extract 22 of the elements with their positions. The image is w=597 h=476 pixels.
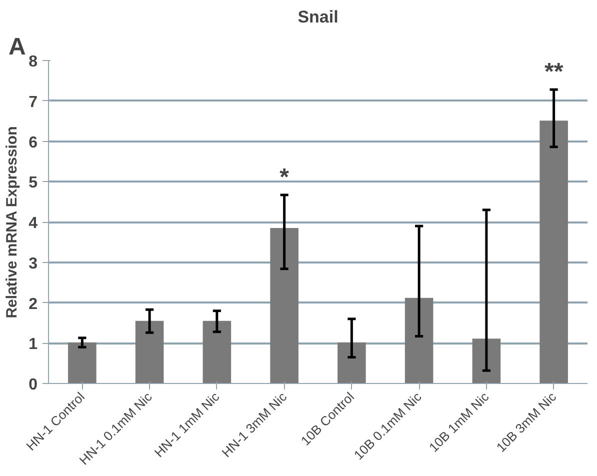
y-tick-label: 8 [28,54,38,70]
y-tick-label: 6 [28,134,38,152]
bar [404,298,434,384]
bar [202,320,232,384]
bar [540,120,568,384]
y-tick-label: 0 [28,376,38,394]
y-tick-label: 3 [28,255,38,272]
y-tick-label: 2 [28,296,38,313]
y-tick-label: 5 [28,174,38,192]
bar [270,228,298,384]
text: A [8,34,26,60]
annotation: * [280,164,290,191]
chart-title: Snail [298,8,338,26]
bar [338,342,366,384]
bar [135,320,164,384]
bar [68,342,96,384]
annotation: ** [544,58,564,86]
y-axis-title: Relative mRNA Expression [4,126,21,318]
y-tick-label: 4 [28,215,38,232]
y-tick-label: 7 [28,94,38,111]
bar [472,338,501,384]
y-tick-label: 1 [28,336,38,354]
